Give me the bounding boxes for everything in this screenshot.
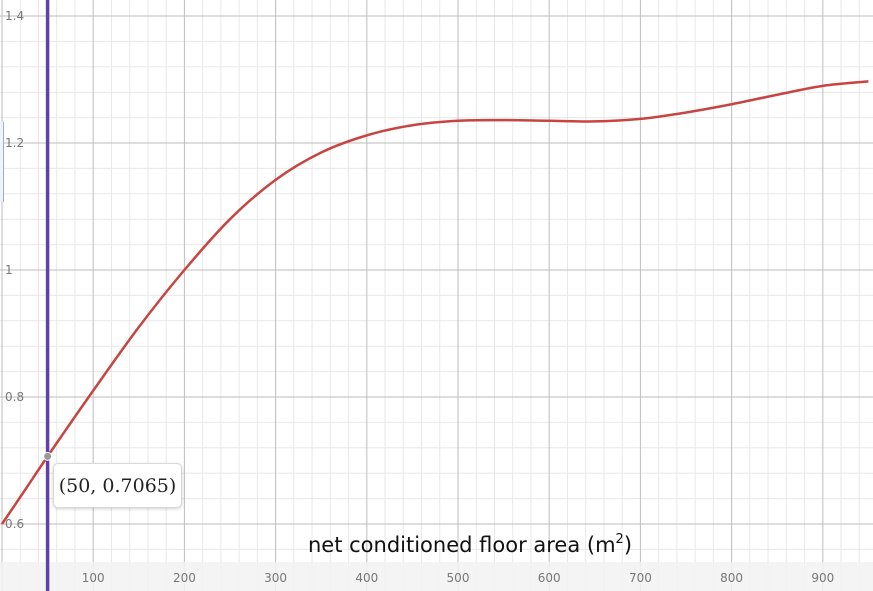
x-tick-label-100: 100	[82, 571, 105, 585]
x-tick-labels: 100 200 300 400 500 600 700 800 900	[82, 571, 835, 585]
x-tick-label-700: 700	[629, 571, 652, 585]
x-tick-label-500: 500	[447, 571, 470, 585]
x-tick-label-800: 800	[720, 571, 743, 585]
x-axis-label: net conditioned floor area (m2)	[308, 532, 632, 557]
y-tick-label-0.6: 0.6	[5, 517, 24, 531]
x-tick-label-400: 400	[355, 571, 378, 585]
y-tick-label-1.4: 1.4	[5, 9, 24, 23]
x-tick-label-600: 600	[538, 571, 561, 585]
panel-resize-handle[interactable]	[0, 122, 4, 202]
x-tick-label-300: 300	[264, 571, 287, 585]
y-tick-label-0.8: 0.8	[5, 390, 24, 404]
point-50-0.7065[interactable]	[43, 451, 53, 461]
series-line	[0, 80, 869, 525]
x-axis-label-band	[0, 562, 873, 591]
y-tick-label-1: 1	[5, 263, 13, 277]
y-tick-labels: 0.6 0.8 1 1.2 1.4	[5, 9, 24, 531]
x-tick-label-900: 900	[811, 571, 834, 585]
x-tick-label-200: 200	[173, 571, 196, 585]
y-tick-label-1.2: 1.2	[5, 136, 24, 150]
point-coordinate-label: (50, 0.7065)	[53, 463, 182, 508]
